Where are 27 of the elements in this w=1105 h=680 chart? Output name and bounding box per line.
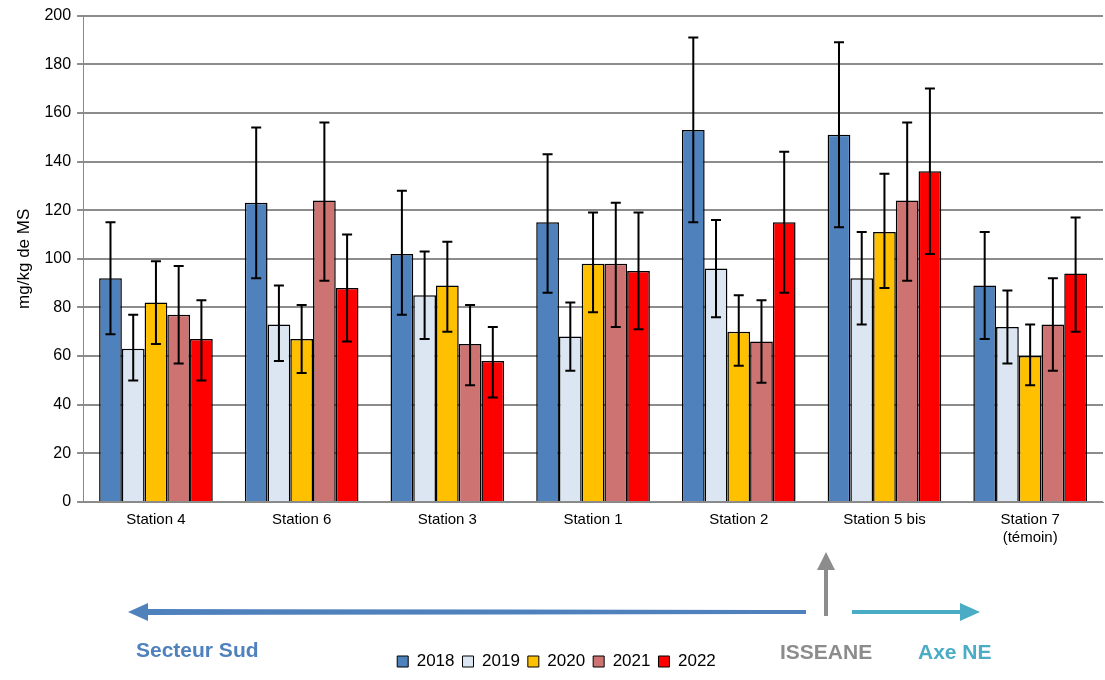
x-tick-label: Station 5 bis xyxy=(843,510,926,528)
y-tick-label: 20 xyxy=(53,443,72,461)
legend-label: 2019 xyxy=(482,651,520,671)
x-tick-label: Station 2 xyxy=(709,510,769,528)
x-tick-label: Station 6 xyxy=(272,510,332,528)
y-tick-label: 180 xyxy=(44,54,72,72)
legend-label: 2022 xyxy=(677,651,716,671)
x-tick-label: Station 1 xyxy=(563,510,623,528)
text: Axe NE xyxy=(918,640,992,664)
x-tick-label: Station 3 xyxy=(417,510,477,528)
y-tick-label: 140 xyxy=(44,151,72,169)
text: ISSEANE xyxy=(780,640,873,664)
legend-label: 2018 xyxy=(416,651,455,671)
x-tick-label: Station 7 (témoin) xyxy=(1000,510,1060,546)
y-tick-label: 40 xyxy=(53,395,72,413)
y-tick-label: 80 xyxy=(53,297,72,315)
legend-label: 2020 xyxy=(547,651,586,671)
y-axis-title: mg/kg de MS xyxy=(13,208,33,309)
y-tick-label: 200 xyxy=(44,6,72,24)
y-tick-label: 60 xyxy=(53,346,72,364)
y-tick-label: 120 xyxy=(44,200,72,218)
y-tick-label: 0 xyxy=(62,492,72,510)
y-tick-label: 100 xyxy=(44,249,72,267)
x-tick-label: Station 4 xyxy=(126,510,186,528)
text: Secteur Sud xyxy=(136,638,259,662)
legend-label: 2021 xyxy=(612,651,651,671)
y-tick-label: 160 xyxy=(44,103,72,121)
